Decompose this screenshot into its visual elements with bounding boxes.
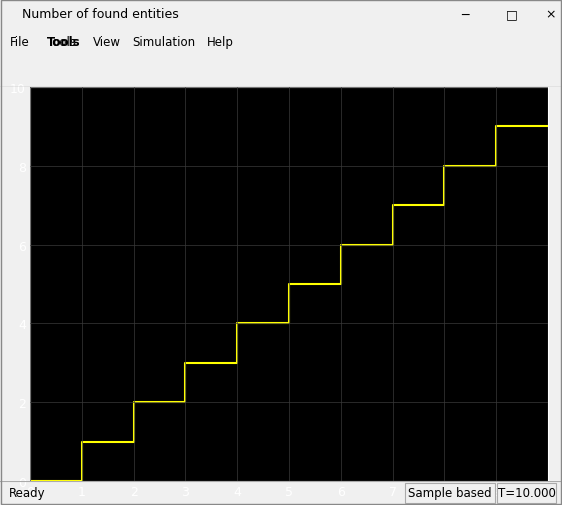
Text: □: □ <box>506 9 518 21</box>
Text: File: File <box>10 36 30 49</box>
Text: Sample based: Sample based <box>408 486 491 499</box>
Text: Number of found entities: Number of found entities <box>22 9 179 21</box>
FancyBboxPatch shape <box>497 483 556 502</box>
Text: View: View <box>93 36 121 49</box>
Text: ×: × <box>545 9 556 21</box>
Text: Tools: Tools <box>47 36 76 49</box>
Text: Ready: Ready <box>8 486 45 499</box>
Text: Help: Help <box>207 36 234 49</box>
Text: T=10.000: T=10.000 <box>498 486 556 499</box>
Text: Tools: Tools <box>47 36 80 49</box>
Text: Simulation: Simulation <box>132 36 195 49</box>
Text: ─: ─ <box>461 9 468 21</box>
FancyBboxPatch shape <box>405 483 495 502</box>
